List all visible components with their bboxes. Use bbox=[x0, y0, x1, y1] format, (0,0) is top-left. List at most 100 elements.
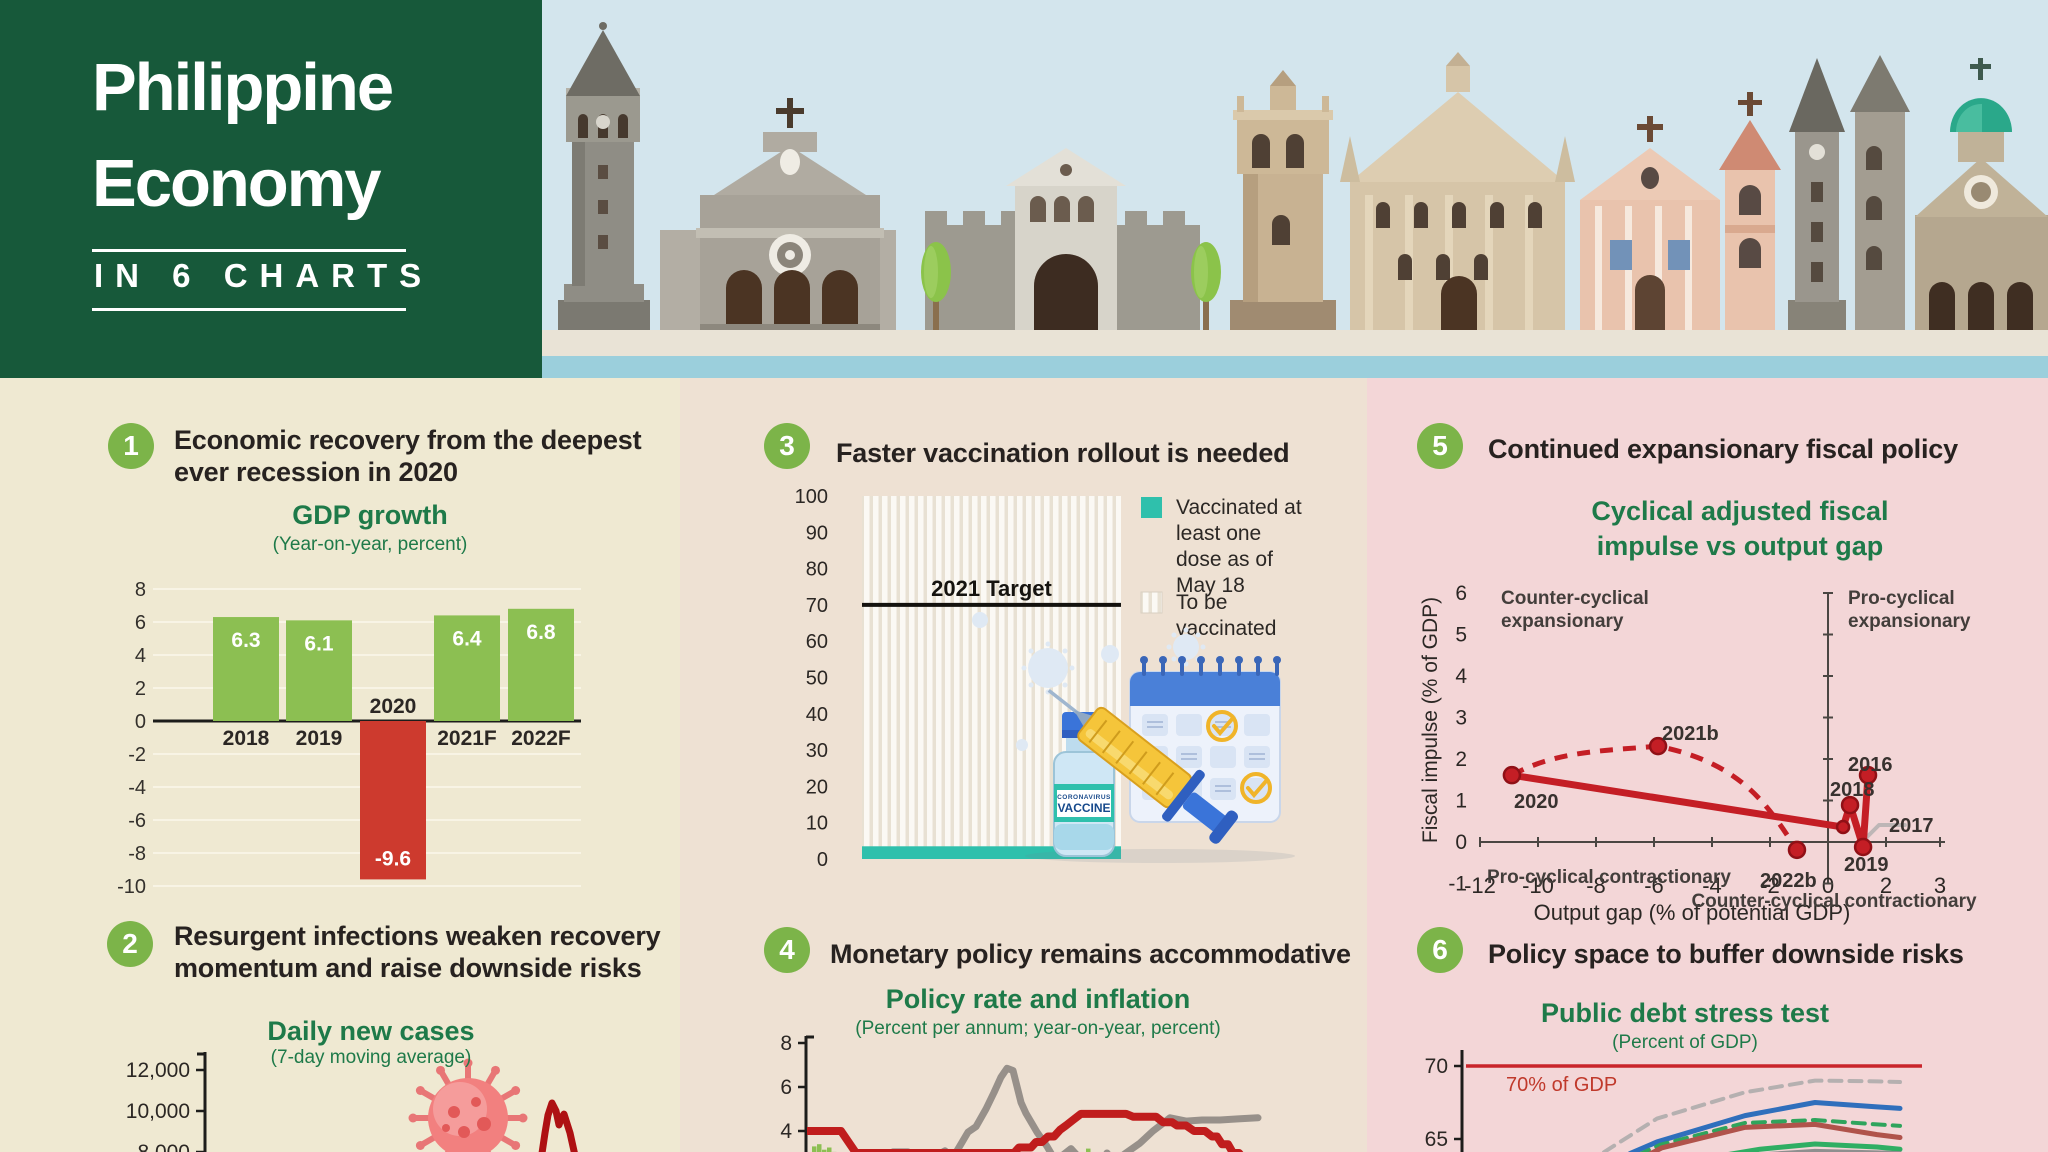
section-2-heading: Resurgent infections weaken recovery mom… bbox=[174, 920, 661, 984]
svg-text:-2: -2 bbox=[1760, 873, 1780, 898]
svg-text:60: 60 bbox=[806, 631, 828, 653]
chart-1-subtitle: (Year-on-year, percent) bbox=[272, 534, 468, 555]
svg-text:4: 4 bbox=[135, 645, 146, 667]
svg-text:Vaccinated at: Vaccinated at bbox=[1176, 496, 1302, 519]
svg-text:May 18: May 18 bbox=[1176, 574, 1245, 597]
svg-text:6: 6 bbox=[780, 1076, 792, 1099]
svg-text:70: 70 bbox=[1425, 1055, 1448, 1078]
header-title-line2: Economy bbox=[92, 146, 382, 221]
svg-text:10,000: 10,000 bbox=[126, 1100, 190, 1123]
svg-text:40: 40 bbox=[806, 704, 828, 726]
svg-text:2: 2 bbox=[1455, 748, 1467, 771]
section-1-heading-line1: Economic recovery from the deepest bbox=[174, 425, 642, 455]
svg-text:2021b: 2021b bbox=[1662, 723, 1719, 745]
section-4-heading: Monetary policy remains accommodative bbox=[830, 939, 1351, 969]
svg-text:2021F: 2021F bbox=[437, 727, 497, 750]
header-subtitle: IN 6 CHARTS bbox=[94, 257, 434, 294]
chart-4-title: Policy rate and inflation bbox=[885, 984, 1191, 1014]
svg-text:Fiscal impulse (% of GDP): Fiscal impulse (% of GDP) bbox=[1419, 597, 1442, 843]
svg-text:CORONAVIRUS: CORONAVIRUS bbox=[1057, 794, 1111, 801]
svg-text:-8: -8 bbox=[128, 843, 146, 865]
chart-daily-new-cases: 12,000 10,000 8,000 bbox=[126, 1052, 578, 1152]
svg-text:least one: least one bbox=[1176, 522, 1261, 545]
svg-text:3: 3 bbox=[1934, 873, 1946, 898]
coronavirus-icon bbox=[408, 1058, 528, 1152]
section-1-heading-line2: ever recession in 2020 bbox=[174, 457, 458, 487]
manila-skyline-illustration bbox=[558, 22, 2048, 330]
svg-text:Pro-cyclical: Pro-cyclical bbox=[1848, 588, 1955, 609]
chart-fiscal-impulse: -12 -10 -8 -6 -4 -2 0 2 3 6 5 4 3 2 1 0 -1 Output gap (% … bbox=[1419, 582, 1977, 925]
chart-6-subtitle: (Percent of GDP) bbox=[1612, 1032, 1758, 1053]
svg-text:2016: 2016 bbox=[1848, 754, 1893, 776]
syringe-icon bbox=[1047, 689, 1239, 844]
section-6-badge: 6 bbox=[1417, 927, 1463, 973]
svg-text:50: 50 bbox=[806, 668, 828, 690]
svg-text:expansionary: expansionary bbox=[1848, 611, 1971, 632]
svg-text:0: 0 bbox=[817, 849, 828, 871]
svg-text:Counter-cyclical contractionar: Counter-cyclical contractionary bbox=[1691, 891, 1977, 912]
header-title-line1: Philippine bbox=[92, 50, 394, 125]
svg-text:6.4: 6.4 bbox=[452, 627, 482, 650]
svg-text:4: 4 bbox=[1455, 665, 1467, 688]
svg-text:2017: 2017 bbox=[1889, 815, 1934, 837]
svg-text:5: 5 bbox=[1455, 624, 1467, 647]
svg-text:0: 0 bbox=[1455, 831, 1467, 854]
svg-text:vaccinated: vaccinated bbox=[1176, 617, 1276, 640]
svg-text:-1: -1 bbox=[1448, 873, 1467, 896]
header-rule-bottom bbox=[92, 308, 406, 311]
svg-text:2018: 2018 bbox=[223, 727, 270, 750]
svg-text:4: 4 bbox=[780, 1120, 792, 1143]
chart-policy-rate-inflation: 8 6 4 bbox=[780, 1032, 1262, 1152]
svg-text:10: 10 bbox=[806, 813, 828, 835]
svg-text:-12: -12 bbox=[1464, 873, 1496, 898]
svg-text:20: 20 bbox=[806, 776, 828, 798]
svg-text:6: 6 bbox=[1455, 582, 1467, 605]
section-6-heading: Policy space to buffer downside risks bbox=[1488, 939, 1964, 969]
header-rule-top bbox=[92, 249, 406, 252]
svg-text:12,000: 12,000 bbox=[126, 1059, 190, 1082]
svg-text:6.3: 6.3 bbox=[231, 629, 260, 652]
svg-text:2019: 2019 bbox=[1844, 854, 1889, 876]
chart-1-title: GDP growth bbox=[292, 500, 448, 530]
svg-text:dose as of: dose as of bbox=[1176, 548, 1273, 571]
svg-text:2022F: 2022F bbox=[511, 727, 571, 750]
section-4-badge: 4 bbox=[764, 927, 810, 973]
svg-text:-4: -4 bbox=[1702, 873, 1722, 898]
svg-text:-9.6: -9.6 bbox=[375, 847, 411, 870]
svg-text:2020: 2020 bbox=[370, 695, 417, 718]
chart-public-debt-stress-test: 70 65 70% of GDP bbox=[1425, 1050, 1922, 1152]
svg-text:-4: -4 bbox=[128, 777, 146, 799]
svg-text:6: 6 bbox=[135, 612, 146, 634]
svg-text:To be: To be bbox=[1176, 591, 1227, 614]
svg-text:6.1: 6.1 bbox=[304, 632, 334, 655]
section-1-heading: Economic recovery from the deepest ever … bbox=[174, 424, 642, 488]
svg-text:Output gap (% of potential GDP: Output gap (% of potential GDP) bbox=[1534, 900, 1851, 925]
svg-text:3: 3 bbox=[1455, 707, 1467, 730]
svg-text:expansionary: expansionary bbox=[1501, 611, 1624, 632]
section-1-badge: 1 bbox=[108, 423, 154, 469]
chart-4-subtitle: (Percent per annum; year-on-year, percen… bbox=[855, 1018, 1221, 1039]
section-2-heading-line1: Resurgent infections weaken recovery bbox=[174, 921, 661, 951]
chart-5-title-line1: Cyclical adjusted fiscal bbox=[1591, 496, 1889, 526]
svg-text:8: 8 bbox=[780, 1032, 792, 1055]
chart-vaccination-rollout: 0 10 20 30 40 50 60 70 80 90 100 2021 Target bbox=[795, 486, 1121, 871]
section-2-badge: 2 bbox=[107, 921, 153, 967]
svg-text:80: 80 bbox=[806, 559, 828, 581]
chart-2-title: Daily new cases bbox=[267, 1016, 475, 1046]
chart-2-subtitle: (7-day moving average) bbox=[270, 1047, 472, 1068]
section-5-heading: Continued expansionary fiscal policy bbox=[1488, 434, 1958, 464]
svg-text:8: 8 bbox=[135, 579, 146, 601]
section-3-heading: Faster vaccination rollout is needed bbox=[836, 438, 1290, 468]
svg-text:-10: -10 bbox=[117, 876, 146, 898]
chart-gdp-growth: 8 6 4 2 0 -2 -4 -6 -8 -10 6.3 2018 6.1 2019 -9.6 2020 6.… bbox=[117, 579, 581, 898]
svg-text:0: 0 bbox=[135, 711, 146, 733]
svg-text:-8: -8 bbox=[1586, 873, 1606, 898]
svg-text:-6: -6 bbox=[128, 810, 146, 832]
section-2-heading-line2: momentum and raise downside risks bbox=[174, 953, 642, 983]
section-3-badge: 3 bbox=[764, 423, 810, 469]
svg-text:100: 100 bbox=[795, 486, 828, 508]
